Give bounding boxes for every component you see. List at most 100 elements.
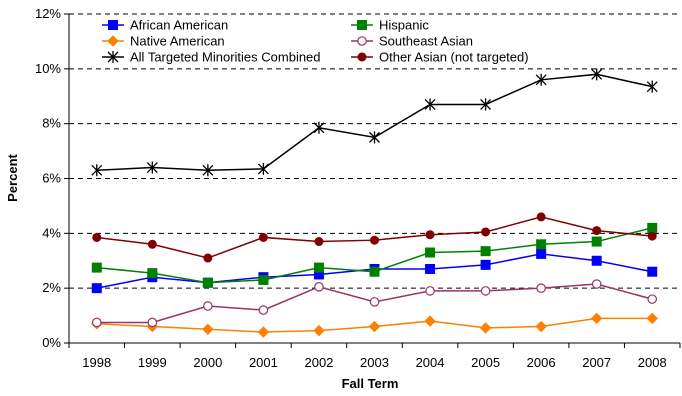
data-point <box>535 320 547 333</box>
data-point <box>536 283 546 293</box>
legend-label: Southeast Asian <box>379 34 473 49</box>
axes <box>64 13 681 348</box>
legend-label: Native American <box>130 34 225 49</box>
data-point <box>147 317 158 328</box>
legend-label: Hispanic <box>379 18 429 33</box>
series-line <box>96 73 653 172</box>
legend-item: African American <box>102 18 228 33</box>
y-axis-title: Percent <box>5 153 20 201</box>
x-tick-label: 2001 <box>249 355 278 370</box>
data-point <box>369 131 380 144</box>
data-point <box>425 263 436 274</box>
legend-swatch-marker <box>357 52 367 62</box>
data-point <box>203 301 213 311</box>
legend-item: Southeast Asian <box>351 34 473 49</box>
series-1 <box>91 222 658 288</box>
legend-swatch-marker <box>357 20 367 30</box>
data-point <box>424 98 436 111</box>
y-tick-label: 8% <box>42 116 61 131</box>
data-point <box>258 232 268 242</box>
data-point <box>590 312 603 325</box>
y-tick-label: 10% <box>35 61 61 76</box>
legend-swatch-marker <box>107 51 119 63</box>
data-point <box>592 226 602 236</box>
data-point <box>425 247 436 258</box>
legend-swatch-marker <box>107 35 119 47</box>
y-tick-label: 2% <box>42 280 61 295</box>
data-point <box>91 283 102 294</box>
data-point <box>91 164 103 177</box>
data-point <box>591 279 602 289</box>
data-point <box>536 239 547 250</box>
gridlines <box>69 13 680 289</box>
data-point <box>91 262 102 273</box>
data-point <box>647 222 658 233</box>
data-point <box>481 227 491 237</box>
data-point <box>313 324 325 337</box>
x-tick-label: 2006 <box>527 355 556 370</box>
x-tick-label: 2007 <box>582 355 611 370</box>
x-tick-label: 1999 <box>138 355 167 370</box>
data-point <box>535 73 547 86</box>
x-tick-label: 1998 <box>82 355 111 370</box>
data-point <box>314 281 324 292</box>
legend-item: Other Asian (not targeted) <box>351 50 529 65</box>
data-point <box>92 232 102 242</box>
x-tick-label: 2000 <box>193 355 222 370</box>
data-point <box>425 230 435 240</box>
data-point <box>147 239 157 249</box>
series-3 <box>91 279 658 328</box>
data-point <box>536 248 547 259</box>
x-tick-label: 2004 <box>416 355 445 370</box>
data-point <box>424 315 436 327</box>
y-tick-label: 0% <box>42 335 61 350</box>
data-point <box>258 274 269 285</box>
x-tick-label: 2005 <box>471 355 500 370</box>
data-point <box>425 286 435 296</box>
data-point <box>147 268 158 279</box>
series-2 <box>91 312 658 338</box>
legend-label: All Targeted Minorities Combined <box>130 50 321 65</box>
legend-item: Hispanic <box>351 18 429 33</box>
series-5 <box>92 212 657 263</box>
y-tick-labels: 0% 2% 4% 6% 8% 10% 12% <box>35 6 61 350</box>
x-tick-label: 2003 <box>360 355 389 370</box>
legend-item: Native American <box>102 34 225 49</box>
data-point <box>369 297 380 307</box>
y-tick-label: 4% <box>42 225 61 240</box>
data-point <box>646 312 658 325</box>
legend-swatch-marker <box>357 36 367 46</box>
data-point <box>313 262 324 273</box>
legend-label: African American <box>130 18 228 33</box>
legend-label: Other Asian (not targeted) <box>379 50 529 65</box>
x-tick-label: 2002 <box>304 355 333 370</box>
data-point <box>479 322 492 334</box>
legend-swatch-marker <box>108 20 118 30</box>
data-point <box>591 236 602 247</box>
data-point <box>258 305 269 315</box>
data-point <box>480 98 492 111</box>
series-group <box>91 68 658 338</box>
data-point <box>203 253 213 263</box>
data-point <box>257 326 270 338</box>
data-point <box>369 266 380 277</box>
x-axis-title: Fall Term <box>342 376 399 391</box>
data-point <box>202 277 213 288</box>
data-point <box>480 246 491 257</box>
legend-item: All Targeted Minorities Combined <box>102 50 321 65</box>
series-4 <box>91 68 658 177</box>
data-point <box>146 161 158 174</box>
data-point <box>314 237 324 247</box>
data-point <box>647 266 658 277</box>
data-point <box>591 68 603 81</box>
data-point <box>646 80 658 93</box>
x-tick-labels: 1998 1999 2000 2001 2002 2003 2004 2005 2006 2007… <box>82 355 666 370</box>
y-tick-label: 12% <box>35 6 61 21</box>
data-point <box>257 162 269 175</box>
y-tick-label: 6% <box>42 171 61 186</box>
data-point <box>647 294 658 304</box>
data-point <box>591 255 602 266</box>
data-point <box>202 164 214 177</box>
legend: African American Hispanic Native American S… <box>102 18 529 65</box>
